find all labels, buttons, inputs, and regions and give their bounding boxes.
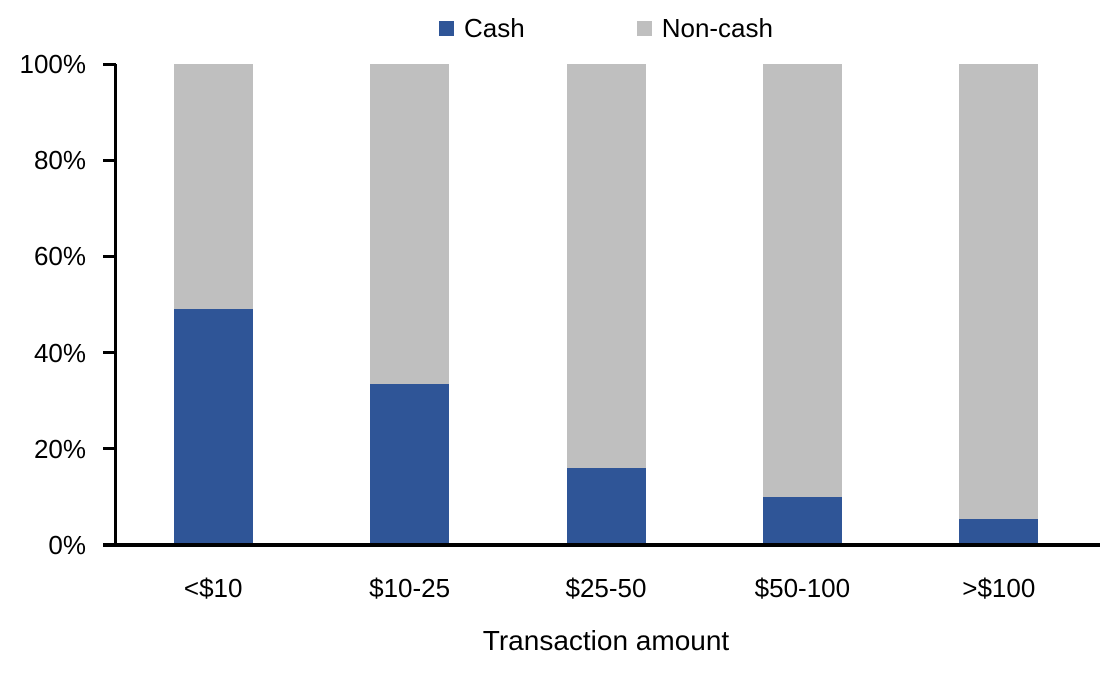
x-category-label: $25-50 [565, 573, 647, 603]
bar-segment-non-cash [566, 64, 646, 468]
y-axis-line [114, 64, 117, 545]
x-category-label: $10-25 [369, 573, 451, 603]
bar-segment-cash [566, 468, 646, 545]
bar-segment-non-cash [762, 64, 842, 497]
legend-item-cash: Cash [439, 15, 525, 41]
chart-legend: Cash Non-cash [115, 8, 1097, 48]
x-axis-title: Transaction amount [482, 625, 730, 656]
y-tick-label: 80% [33, 145, 86, 176]
bar-segment-cash [173, 309, 253, 545]
legend-item-non-cash: Non-cash [636, 13, 773, 43]
y-axis-tick [103, 158, 116, 162]
bar-segment-non-cash [959, 64, 1039, 519]
y-tick-label: 60% [33, 241, 86, 272]
x-category-label: >$100 [962, 573, 1036, 603]
bar-segment-cash [959, 519, 1039, 545]
y-tick-label: 40% [33, 337, 86, 368]
y-axis-tick [103, 351, 116, 355]
cash-swatch-icon [439, 20, 454, 36]
y-axis-tick [103, 62, 116, 66]
x-category-label: $50-100 [754, 573, 851, 603]
bar-segment-cash [762, 497, 842, 545]
legend-label-non-cash: Non-cash [661, 13, 773, 43]
legend-label-cash: Cash [464, 13, 525, 43]
bar-segment-non-cash [370, 64, 450, 384]
bar-segment-non-cash [173, 64, 253, 309]
y-tick-label: 0% [48, 530, 86, 560]
non-cash-swatch-icon [636, 20, 652, 36]
x-category-label: <$10 [183, 573, 243, 603]
x-axis-line [103, 543, 1100, 547]
y-axis-tick [103, 254, 116, 258]
bar-segment-cash [370, 384, 450, 545]
y-tick-label: 20% [33, 433, 86, 464]
y-tick-label: 100% [19, 49, 87, 79]
y-axis-tick [103, 447, 116, 451]
